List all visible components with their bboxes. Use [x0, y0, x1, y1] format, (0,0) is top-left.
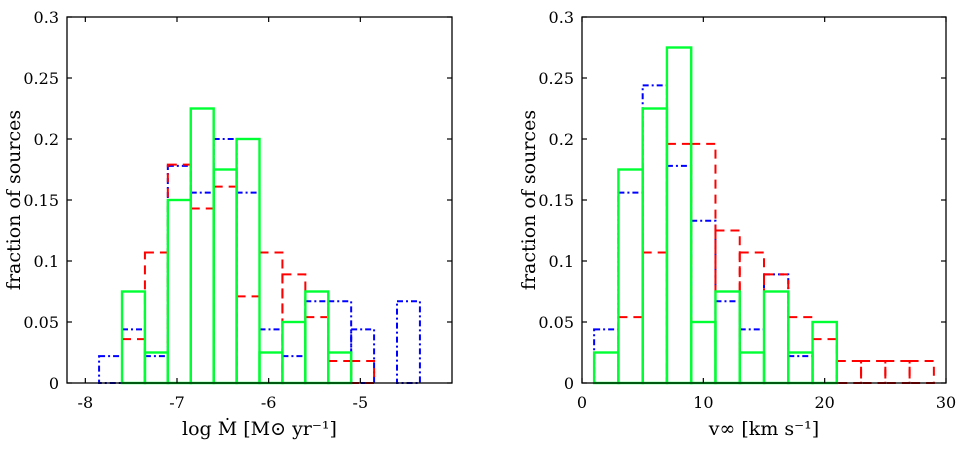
y-tick-label: 0.05 [538, 313, 574, 332]
histogram-bar [714, 229, 741, 384]
histogram-bar [593, 328, 620, 385]
histogram-bar [143, 355, 169, 385]
histogram-bar [189, 107, 215, 385]
histogram-bar [189, 207, 215, 384]
x-axis-label: log Ṁ [M⊙ yr⁻¹] [182, 417, 337, 440]
histogram-bar [641, 251, 668, 384]
histogram-bar [120, 290, 147, 385]
histogram-bar [738, 351, 766, 385]
histogram-bar [212, 138, 238, 384]
histogram-bar [762, 290, 790, 385]
y-tick-label: 0 [49, 374, 59, 393]
histogram-bar [235, 191, 261, 384]
histogram-bar [665, 142, 693, 384]
x-tick-label: -6 [261, 393, 277, 412]
y-tick-label: 0.25 [538, 69, 574, 88]
y-axis-label: fraction of sources [518, 110, 540, 290]
x-tick-label: -5 [353, 393, 369, 412]
histogram-bar [738, 328, 765, 385]
histogram-bar [641, 107, 669, 385]
histogram-bar [592, 351, 620, 385]
histogram-bar [98, 355, 124, 385]
histogram-bar [350, 360, 376, 385]
y-tick-label: 0 [564, 374, 574, 393]
histogram-bar [738, 251, 765, 384]
y-tick-label: 0.3 [549, 8, 574, 27]
histogram-bar [166, 164, 192, 384]
chart-panel-2: 0 10 20 30 0 0.05 0.1 0.15 0.2 0.25 0.3 v∞ [km s⁻¹]… [518, 8, 956, 440]
histogram-bar [327, 300, 353, 385]
series-solid [120, 107, 353, 385]
histogram-bar [304, 316, 330, 384]
histogram-bar [258, 251, 284, 384]
histogram-bar [811, 320, 839, 385]
histogram-bar [396, 300, 421, 385]
histogram-bar [258, 351, 284, 385]
histogram-bar [617, 316, 644, 384]
histogram-bar [121, 338, 146, 384]
histogram-bar [235, 137, 261, 385]
histogram-bar [690, 142, 717, 384]
histogram-bar [884, 360, 911, 385]
histogram-bar [304, 290, 330, 385]
histogram-bar [714, 290, 741, 385]
histogram-bar [212, 185, 238, 384]
x-tick-label: 0 [577, 393, 587, 412]
y-tick-label: 0.2 [34, 130, 59, 149]
y-tick-label: 0.15 [538, 191, 574, 210]
histogram-bar [350, 328, 376, 385]
y-tick-label: 0.25 [23, 69, 59, 88]
x-tick-label: 10 [693, 393, 713, 412]
series-dashed [121, 163, 376, 385]
y-tick-label: 0.05 [23, 313, 59, 332]
histogram-bar [327, 360, 353, 385]
histogram-bar [665, 164, 693, 384]
y-tick-label: 0.1 [34, 252, 59, 271]
histogram-bar [641, 84, 668, 384]
histogram-bar [835, 360, 863, 385]
histogram-bar [787, 316, 814, 384]
histogram-bar [189, 191, 215, 384]
x-tick-label: -7 [169, 393, 185, 412]
histogram-bar [281, 320, 307, 385]
histogram-bar [143, 251, 169, 384]
x-tick-label: 30 [936, 393, 956, 412]
chart-panel-1: -8 -7 -6 -5 0 0.05 0.1 0.15 0.2 0.25 0.3 log Ṁ [M⊙ … [3, 8, 453, 440]
histogram-bar [665, 46, 693, 385]
y-tick-label: 0.2 [549, 130, 574, 149]
y-axis-label: fraction of sources [3, 110, 25, 290]
y-tick-label: 0.3 [34, 8, 59, 27]
x-axis-label: v∞ [km s⁻¹] [708, 418, 819, 440]
histogram-bar [166, 198, 192, 385]
series-dashed [617, 142, 935, 385]
histogram-bar [235, 295, 261, 385]
histogram-bar [281, 355, 307, 385]
histogram-bar [908, 360, 935, 385]
histogram-bar [811, 338, 838, 384]
x-tick-label: -8 [78, 393, 94, 412]
histogram-bar [787, 355, 814, 385]
histogram-bar [617, 191, 644, 384]
histogram-bar [690, 219, 717, 384]
histogram-bar [690, 320, 717, 385]
histogram-bar [258, 328, 284, 385]
histogram-bar [860, 360, 887, 385]
histogram-bar [281, 273, 307, 385]
series-dash-dot [593, 84, 814, 385]
histogram-bar [714, 300, 741, 385]
histogram-bar [304, 300, 330, 385]
y-tick-label: 0.1 [549, 252, 574, 271]
histogram-bar [166, 163, 192, 384]
y-tick-label: 0.15 [23, 191, 59, 210]
x-tick-label: 20 [814, 393, 834, 412]
histogram-bar [212, 168, 238, 385]
histogram-bar [327, 351, 353, 385]
histogram-bar [617, 168, 644, 385]
histogram-bar [121, 328, 146, 385]
